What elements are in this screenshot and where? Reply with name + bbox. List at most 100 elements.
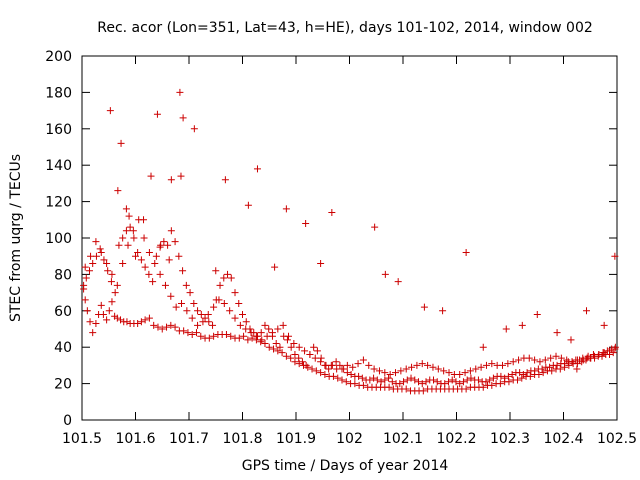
data-point: [456, 371, 464, 378]
data-point: [611, 343, 619, 351]
data-point: [236, 321, 244, 329]
data-point: [190, 125, 198, 133]
data-point: [81, 296, 89, 304]
data-point: [89, 329, 97, 337]
data-point: [396, 380, 404, 388]
data-point: [385, 383, 393, 391]
data-point: [513, 376, 521, 384]
data-point: [321, 371, 329, 378]
data-point: [561, 360, 569, 368]
y-tick-label: 40: [54, 340, 72, 356]
data-point: [106, 107, 114, 115]
data-point: [156, 243, 164, 251]
data-point: [108, 270, 116, 278]
axis-ticks: 101.5 101.6 101.7 101.8 101.9 102 102.1 102.2 10…: [45, 49, 637, 447]
data-point: [180, 327, 188, 335]
data-point: [177, 172, 185, 180]
data-point: [257, 338, 265, 346]
data-point: [235, 334, 243, 342]
data-point: [119, 234, 127, 242]
data-point: [313, 347, 321, 355]
data-point: [103, 259, 111, 267]
data-point: [192, 329, 200, 337]
data-point: [370, 374, 378, 382]
data-point: [523, 369, 531, 377]
data-point: [394, 278, 402, 286]
data-point: [137, 318, 145, 326]
data-point: [122, 227, 130, 235]
data-point: [600, 321, 608, 329]
data-point: [111, 289, 119, 297]
data-point: [516, 369, 524, 377]
data-point: [276, 343, 284, 351]
data-point: [268, 329, 276, 337]
data-point: [444, 378, 452, 386]
data-point: [205, 318, 213, 326]
data-point: [452, 378, 460, 386]
data-point: [220, 300, 228, 308]
data-point: [573, 356, 581, 364]
data-point: [274, 347, 282, 355]
data-point: [327, 361, 335, 369]
data-point: [567, 336, 575, 344]
x-tick-label: 102.3: [490, 431, 530, 447]
data-point: [117, 139, 125, 147]
data-point: [140, 216, 148, 224]
y-tick-label: 20: [54, 377, 72, 393]
data-point: [329, 372, 337, 380]
data-point: [160, 238, 168, 246]
data-point: [83, 307, 91, 315]
data-point: [291, 358, 299, 366]
data-point: [439, 307, 447, 315]
data-point: [145, 314, 153, 322]
data-point: [157, 241, 165, 249]
data-point: [252, 332, 260, 340]
data-point: [502, 325, 510, 333]
data-point: [165, 256, 173, 264]
data-point: [263, 332, 271, 340]
data-point: [100, 256, 108, 264]
data-point: [472, 365, 480, 373]
data-point: [584, 352, 592, 360]
data-point: [311, 354, 319, 362]
data-point: [122, 205, 130, 213]
y-tick-label: 140: [45, 158, 72, 174]
data-point: [89, 259, 97, 267]
data-point: [291, 350, 299, 358]
data-point: [552, 352, 560, 360]
data-point: [606, 347, 614, 355]
x-tick-label: 102.5: [597, 431, 637, 447]
data-point: [92, 238, 100, 246]
data-point: [182, 281, 190, 289]
data-point: [178, 300, 186, 308]
data-point: [535, 371, 543, 378]
data-point: [402, 385, 410, 393]
data-point: [354, 360, 362, 368]
data-point: [97, 301, 105, 309]
data-point: [197, 310, 205, 318]
data-point: [164, 241, 172, 249]
data-point: [124, 241, 132, 249]
data-point: [113, 281, 121, 289]
data-point: [190, 300, 198, 308]
data-point: [563, 356, 571, 364]
data-point: [215, 296, 223, 304]
data-point: [287, 343, 295, 351]
data-point: [515, 356, 523, 364]
data-point: [505, 378, 513, 386]
data-point: [501, 374, 509, 382]
data-point: [149, 278, 157, 286]
data-point: [247, 329, 255, 337]
data-point: [298, 358, 306, 366]
data-point: [145, 249, 153, 257]
data-point: [441, 380, 449, 388]
data-point: [212, 267, 220, 275]
data-point: [194, 321, 202, 329]
data-point: [137, 256, 145, 264]
data-point: [150, 321, 158, 329]
data-point: [261, 321, 269, 329]
data-point: [199, 318, 207, 326]
data-point: [186, 289, 194, 297]
data-point: [332, 358, 340, 366]
data-point: [553, 361, 561, 369]
